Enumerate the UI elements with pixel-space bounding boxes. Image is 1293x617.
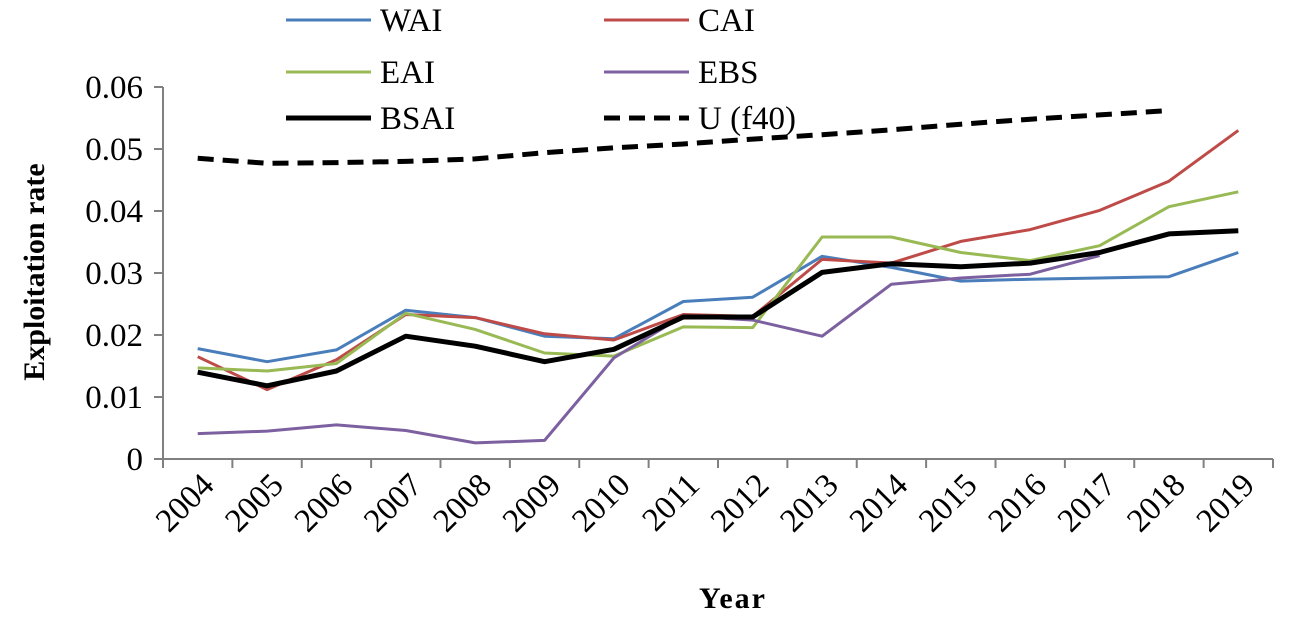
x-tick-label: 2009: [496, 467, 568, 539]
legend-label: EAI: [380, 55, 435, 91]
legend-label: WAI: [380, 3, 442, 39]
series-line-u-f40: [197, 108, 1170, 166]
legend-item-cai: CAI: [604, 3, 755, 39]
x-tick-label: 2014: [843, 467, 915, 539]
x-tick-label: 2018: [1120, 467, 1192, 539]
series-line-ebs: [197, 254, 1100, 445]
series-line-wai: [197, 251, 1239, 364]
y-tick-label: 0: [127, 442, 144, 478]
x-tick-label: 2016: [982, 467, 1054, 539]
series-lines: [197, 108, 1240, 445]
legend-item-bsai: BSAI: [286, 101, 455, 137]
x-tick-label: 2006: [288, 467, 360, 539]
y-tick-label: 0.01: [85, 380, 143, 416]
legend-label: EBS: [698, 55, 759, 91]
x-tick-label: 2015: [912, 467, 984, 539]
x-tick-label: 2011: [636, 467, 707, 538]
series-line-eai: [197, 190, 1239, 373]
x-tick-label: 2005: [219, 467, 291, 539]
legend: WAI CAI EAI EBS BSAI U (f40): [286, 3, 796, 137]
axes: [162, 87, 1273, 460]
x-tick-label: 2013: [774, 467, 846, 539]
x-tick-label: 2017: [1051, 467, 1123, 539]
x-tick-label: 2010: [565, 467, 637, 539]
x-axis-title: Year: [699, 582, 767, 615]
y-tick-label: 0.06: [85, 70, 143, 106]
legend-item-u-f40: U (f40): [604, 101, 796, 137]
x-tick-label: 2008: [427, 467, 499, 539]
x-tick-label: 2004: [149, 467, 221, 539]
y-tick-label: 0.05: [85, 132, 143, 168]
y-axis-title: Exploitation rate: [18, 163, 51, 381]
legend-item-eai: EAI: [286, 55, 435, 91]
y-tick-label: 0.02: [85, 318, 143, 354]
x-axis-ticks: 2004200520062007200820092010201120122013…: [149, 459, 1274, 539]
y-axis-ticks: 0 0.01 0.02 0.03 0.04 0.05 0.06: [85, 70, 163, 478]
legend-item-wai: WAI: [286, 3, 442, 39]
legend-label: U (f40): [698, 101, 796, 137]
series-line-bsai: [197, 228, 1239, 389]
y-tick-label: 0.04: [85, 194, 143, 230]
legend-label: CAI: [698, 3, 755, 39]
x-tick-label: 2019: [1190, 467, 1262, 539]
x-tick-label: 2007: [357, 467, 429, 539]
x-tick-label: 2012: [704, 467, 776, 539]
legend-item-ebs: EBS: [604, 55, 759, 91]
y-tick-label: 0.03: [85, 256, 143, 292]
legend-label: BSAI: [380, 101, 455, 137]
